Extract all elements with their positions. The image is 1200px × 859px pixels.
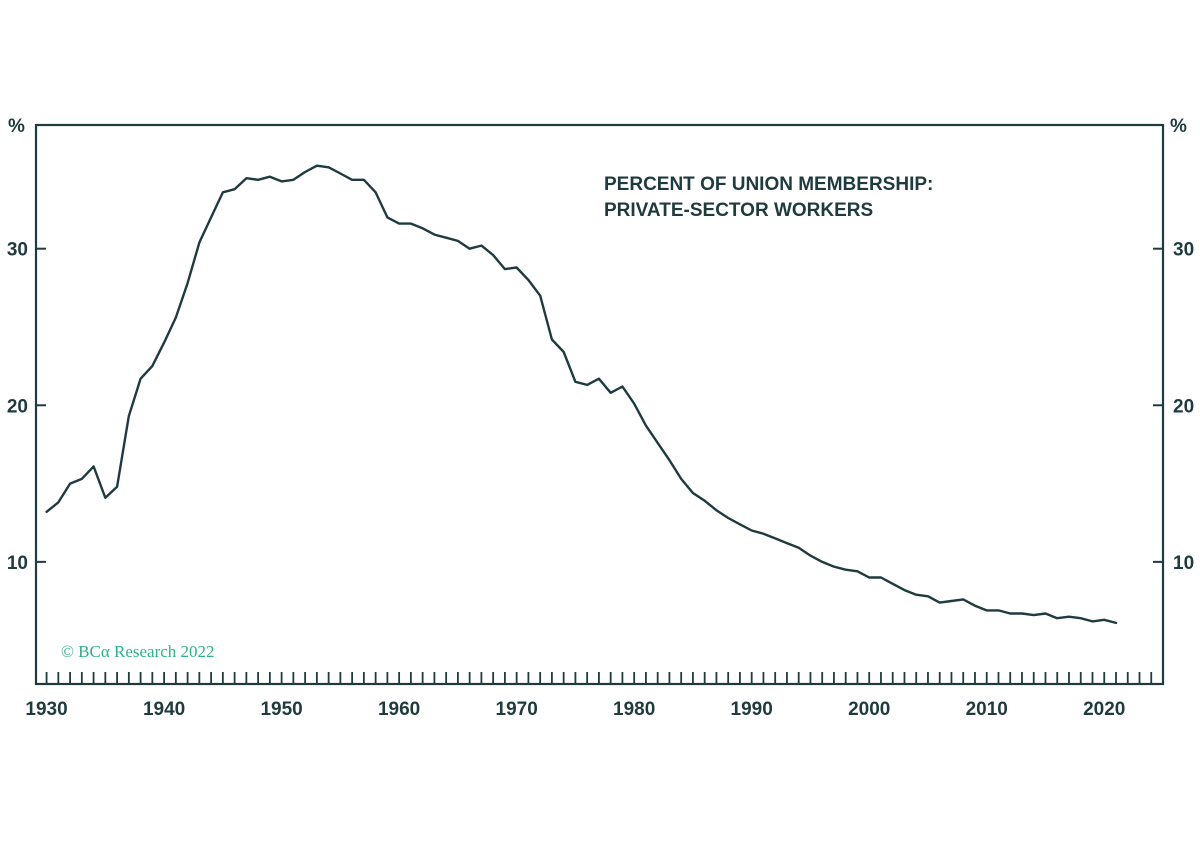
y-tick-label-left: 20 — [7, 396, 28, 417]
x-tick-label: 2000 — [848, 699, 890, 720]
chart-title: PERCENT OF UNION MEMBERSHIP: — [604, 174, 933, 195]
x-tick-label: 1980 — [613, 699, 655, 720]
chart-frame — [34, 123, 1165, 686]
x-tick-label: 1930 — [25, 699, 67, 720]
x-tick-label: 1940 — [143, 699, 185, 720]
left-unit-label: % — [8, 116, 25, 137]
x-tick-label: 2020 — [1083, 699, 1125, 720]
y-tick-label-right: 30 — [1173, 240, 1194, 261]
x-tick-label: 1970 — [496, 699, 538, 720]
copyright-credit: © BCα Research 2022 — [61, 642, 215, 661]
series-layer — [45, 164, 1118, 625]
chart-subtitle: PRIVATE-SECTOR WORKERS — [604, 200, 873, 221]
axis-major-ticks — [36, 247, 1163, 563]
x-tick-label: 2010 — [966, 699, 1008, 720]
union-membership-line — [45, 164, 1118, 625]
right-unit-label: % — [1170, 116, 1187, 137]
x-tick-label: 1990 — [731, 699, 773, 720]
y-tick-label-right: 10 — [1173, 553, 1194, 574]
x-tick-label: 1950 — [260, 699, 302, 720]
plot-frame — [34, 123, 1165, 686]
x-tick-label: 1960 — [378, 699, 420, 720]
y-tick-label-left: 10 — [7, 553, 28, 574]
y-tick-label-left: 30 — [7, 240, 28, 261]
x-minor-ticks — [45, 672, 1164, 684]
y-tick-label-right: 20 — [1173, 396, 1194, 417]
